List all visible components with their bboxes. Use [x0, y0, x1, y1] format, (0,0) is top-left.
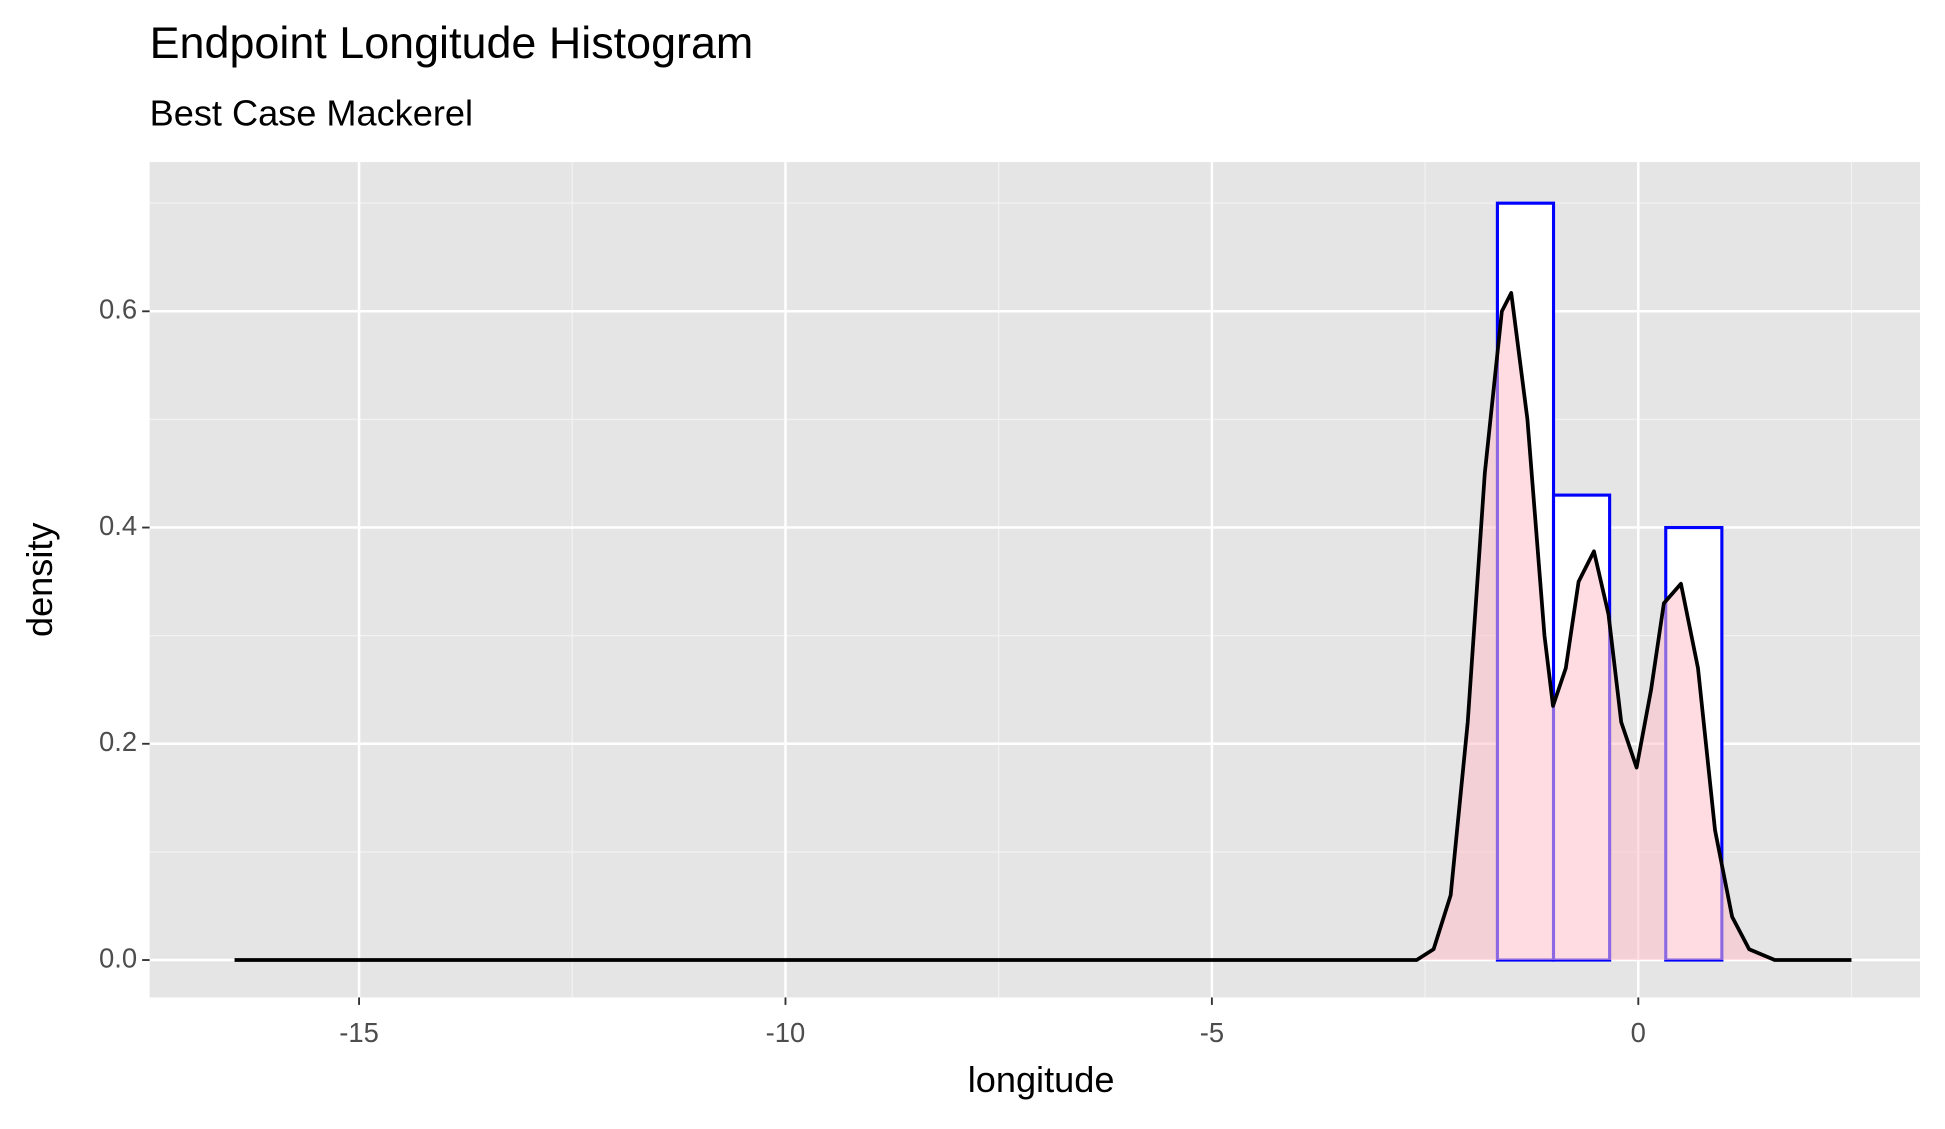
density-line	[234, 291, 1852, 962]
x-tick-label: 0	[1631, 1017, 1646, 1048]
x-tick-label: -5	[1200, 1017, 1224, 1048]
y-tick-label: 0.0	[99, 942, 137, 973]
x-axis-title: longitude	[968, 1059, 1115, 1100]
y-tick-label: 0.2	[99, 726, 137, 757]
chart-subtitle: Best Case Mackerel	[150, 93, 473, 134]
y-tick-label: 0.4	[99, 510, 137, 541]
y-axis-title: density	[19, 523, 60, 638]
x-tick-label: -15	[339, 1017, 379, 1048]
y-tick-label: 0.6	[99, 294, 137, 325]
x-tick-label: -10	[766, 1017, 806, 1048]
chart-title: Endpoint Longitude Histogram	[150, 17, 754, 68]
density-area	[234, 292, 1852, 961]
